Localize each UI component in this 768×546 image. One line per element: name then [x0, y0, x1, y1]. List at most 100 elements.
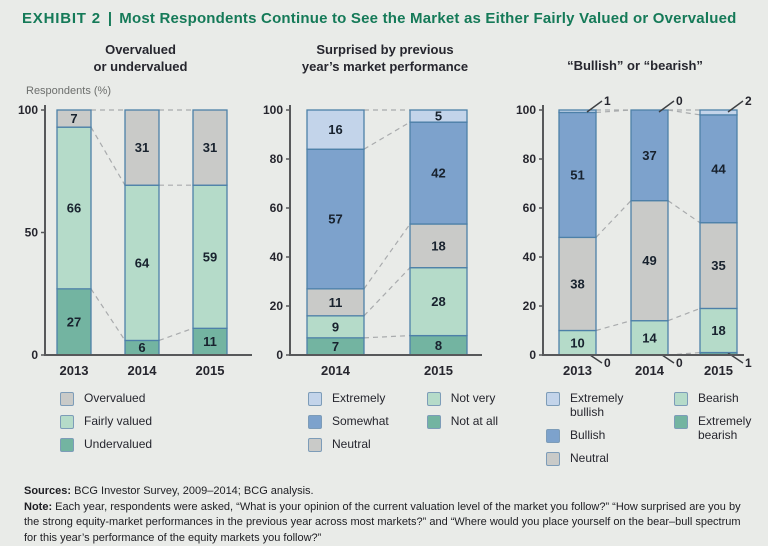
chart-text: 66: [67, 201, 81, 216]
exhibit-label: EXHIBIT 2: [22, 10, 101, 27]
chart-text: 31: [203, 140, 217, 155]
chart-1-title: Overvalued or undervalued: [93, 42, 188, 74]
chart-text: 37: [642, 148, 656, 163]
legend-item: Somewhat: [308, 414, 389, 429]
chart-text: 0: [604, 356, 611, 370]
legend-item: Neutral: [308, 437, 389, 452]
chart-1-svg: 27 66 7 2013 6 64 31 2014 11 59 31 2015 0 50 100: [18, 103, 252, 378]
chart-text: 80: [270, 152, 284, 166]
chart-text: 0: [676, 94, 683, 108]
note-label: Note:: [24, 500, 53, 513]
chart-text: 11: [329, 295, 343, 310]
chart-text: 0: [676, 356, 683, 370]
legend-item: Extremely bearish: [674, 414, 768, 443]
exhibit-title: EXHIBIT 2 | Most Respondents Continue to S…: [22, 10, 762, 27]
chart-text: 40: [523, 250, 537, 264]
chart-2-legend: Extremely Somewhat Neutral Not very Not at a…: [308, 391, 498, 452]
chart-text: 100: [263, 103, 283, 117]
chart-text: 27: [67, 314, 81, 329]
chart-2-svg: 7 9 11 57 16 2014 8 28 18 42 5 2015 0 20 40 60 80 100: [263, 103, 482, 378]
legend-label: Overvalued: [84, 391, 146, 405]
chart-text: 100: [18, 103, 38, 117]
chart-3-title: “Bullish” or “bearish”: [567, 58, 703, 73]
title-text: Most Respondents Continue to See the Mar…: [119, 10, 737, 27]
chart-text: 100: [516, 103, 536, 117]
chart-text: 38: [570, 276, 584, 291]
chart-text: 20: [270, 299, 284, 313]
chart-1-legend: Overvalued Fairly valued Undervalued: [60, 391, 153, 452]
chart-text: 28: [431, 294, 445, 309]
chart-3-svg: 0 10 38 51 1 2013 0 14 49 37 0 2014 1 18 35 44 2 2015 0 20 4…: [516, 94, 752, 378]
legend-item: Extremely: [308, 391, 389, 406]
legend-swatch-icon: [60, 415, 74, 429]
legend-swatch-icon: [546, 392, 560, 406]
chart-text: 51: [570, 167, 584, 182]
chart-text: 2015: [196, 363, 225, 378]
legend-item: Not very: [426, 391, 498, 406]
chart-text: 64: [135, 255, 150, 270]
legend-item: Overvalued: [60, 391, 152, 406]
legend-column: Not very Not at all: [426, 391, 498, 429]
chart-text: 49: [642, 253, 656, 268]
chart-2-title: Surprised by previous year’s market perf…: [301, 42, 469, 74]
chart-text: 2013: [60, 363, 89, 378]
chart-text: 18: [431, 238, 445, 253]
legend-swatch-icon: [308, 438, 322, 452]
chart-text: 6: [138, 340, 145, 355]
legend-item: Neutral: [546, 451, 640, 466]
chart-text: 40: [270, 250, 284, 264]
chart-text: 18: [711, 323, 725, 338]
legend-item: Bullish: [546, 427, 640, 443]
legend-label: Not very: [450, 391, 496, 405]
chart-text: 11: [203, 334, 217, 349]
chart-text: 9: [332, 319, 339, 334]
legend-label: Fairly valued: [84, 414, 153, 428]
chart-text: 2014: [321, 363, 351, 378]
legend-item: Fairly valued: [60, 414, 153, 429]
chart-text: 2013: [563, 363, 592, 378]
chart-text: 0: [276, 348, 283, 362]
legend-label: Extremely bullish: [570, 391, 624, 419]
chart-text: 80: [523, 152, 537, 166]
legend-label: Undervalued: [84, 437, 153, 451]
chart-text: 59: [203, 249, 217, 264]
chart-text: 20: [523, 299, 537, 313]
sources-label: Sources:: [24, 485, 72, 497]
chart-text: 50: [25, 226, 39, 240]
legend-label: Bearish: [698, 391, 739, 405]
chart-text: 2014: [128, 363, 158, 378]
chart-text: 60: [523, 201, 537, 215]
chart-3-legend: Extremely bullish Bullish Neutral Bearish Ex…: [546, 391, 768, 466]
chart-text: 57: [328, 212, 342, 227]
chart-text: 44: [711, 161, 726, 176]
chart-text: 14: [642, 330, 657, 345]
legend-swatch-icon: [674, 392, 688, 406]
chart-text: 35: [711, 258, 725, 273]
legend-label: Neutral: [332, 437, 371, 451]
legend-column: Overvalued Fairly valued Undervalued: [60, 391, 153, 452]
legend-swatch-icon: [426, 415, 441, 429]
sources-text: BCG Investor Survey, 2009–2014; BCG anal…: [71, 485, 314, 497]
legend-swatch-icon: [546, 451, 560, 466]
legend-swatch-icon: [308, 392, 322, 406]
legend-swatch-icon: [60, 392, 74, 406]
legend-item: Undervalued: [60, 437, 153, 452]
chart-text: 16: [328, 122, 342, 137]
legend-column: Extremely bullish Bullish Neutral: [546, 391, 640, 466]
legend-column: Extremely Somewhat Neutral: [308, 391, 389, 452]
legend-swatch-icon: [308, 415, 322, 429]
note-text: Each year, respondents were asked, “What…: [24, 500, 741, 544]
legend-label: Bullish: [570, 427, 606, 442]
chart-text: 2014: [635, 363, 665, 378]
y-axis-caption: Respondents (%): [26, 85, 111, 97]
chart-text: 1: [604, 94, 611, 108]
title-separator: |: [107, 10, 113, 27]
legend-column: Bearish Extremely bearish: [674, 391, 768, 443]
legend-label: Somewhat: [332, 414, 389, 428]
chart-text: 1: [745, 356, 752, 370]
legend-item: Bearish: [674, 391, 768, 406]
chart-text: 7: [332, 339, 339, 354]
legend-item: Extremely bullish: [546, 391, 640, 420]
footer: Sources: BCG Investor Survey, 2009–2014;…: [24, 484, 750, 546]
